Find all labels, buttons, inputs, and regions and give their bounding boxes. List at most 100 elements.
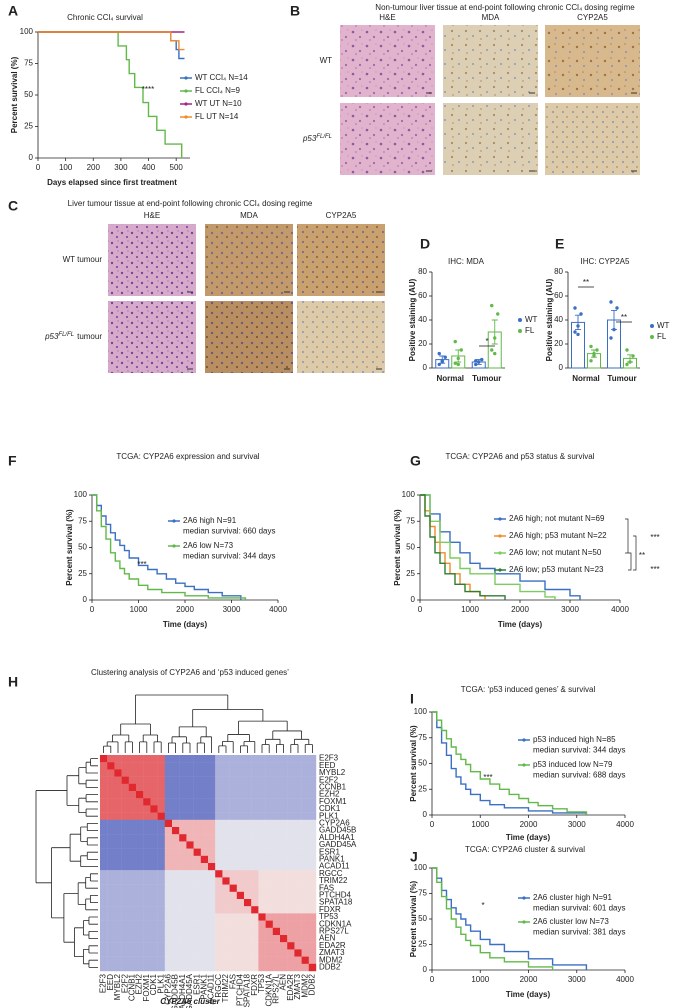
heatmap-cell (200, 805, 209, 813)
heatmap-cell (193, 920, 201, 928)
legend-marker (184, 115, 188, 119)
x-tick-label: 0 (430, 975, 435, 984)
heatmap-cell (272, 827, 281, 835)
heatmap-cell (193, 762, 201, 770)
heatmap-cell (236, 834, 245, 842)
heatmap-cell (164, 855, 173, 864)
heatmap-cell (208, 963, 216, 972)
legend-marker (498, 534, 502, 538)
heatmap-cell (186, 913, 194, 921)
heatmap-cell (157, 891, 165, 900)
heatmap-cell (222, 906, 230, 914)
survival-curve (432, 867, 588, 970)
heatmap-cell (107, 870, 115, 878)
heatmap-cell (136, 798, 144, 806)
heatmap-cell (229, 870, 237, 878)
heatmap-cell (143, 827, 151, 835)
heatmap-cell (265, 841, 273, 849)
column-header: MDA (482, 13, 500, 22)
heatmap-cell (128, 762, 137, 770)
heatmap-cell (100, 899, 108, 907)
x-tick-label: Normal (436, 374, 464, 383)
row-label-sup: FL/FL (316, 134, 332, 140)
tissue-image (443, 25, 538, 97)
heatmap-cell (100, 949, 108, 957)
heatmap-cell (150, 899, 158, 907)
heatmap-cell (186, 791, 194, 799)
chart-title: TCGA: CYP2A6 expression and survival (116, 452, 259, 461)
heatmap-cell (251, 863, 259, 871)
heatmap-cell (150, 776, 158, 784)
heatmap-cell (150, 870, 158, 878)
heatmap-cell (222, 769, 230, 777)
heatmap-cell (222, 949, 230, 957)
heatmap-cell (280, 884, 288, 892)
heatmap-cell (244, 913, 252, 921)
row-label: TP53 (319, 912, 339, 921)
heatmap-cell (114, 834, 122, 842)
heatmap-cell (272, 870, 281, 878)
heatmap-cell (114, 769, 122, 777)
heatmap-cell (236, 956, 245, 964)
heatmap-cell (251, 819, 259, 828)
heatmap-cell (143, 899, 151, 907)
heatmap-cell (107, 834, 115, 842)
heatmap-cell (143, 762, 151, 770)
y-tick-label: 100 (20, 27, 34, 36)
heatmap-cell (265, 884, 273, 892)
heatmap-cell (172, 949, 180, 957)
data-point (474, 359, 478, 363)
heatmap-cell (280, 798, 288, 806)
heatmap-cell (143, 812, 151, 820)
heatmap-cell (157, 956, 165, 964)
row-label: ZMAT3 (319, 948, 345, 957)
heatmap-cell (179, 956, 187, 964)
heatmap-cell (157, 755, 165, 763)
heatmap-cell (251, 870, 259, 878)
heatmap-cell (186, 776, 194, 784)
heatmap-cell (301, 776, 309, 784)
column-label: AEN (279, 974, 288, 991)
y-tick-label: 0 (423, 810, 428, 819)
row-label: WT (320, 56, 333, 65)
heatmap-cell (121, 841, 129, 849)
y-tick-label: 0 (411, 595, 416, 604)
row-label: ESR1 (319, 847, 340, 856)
heatmap-cell (157, 913, 165, 921)
heatmap-cell (287, 791, 295, 799)
heatmap-cell (157, 935, 165, 943)
heatmap-cell (208, 920, 216, 928)
heatmap-cell (107, 913, 115, 921)
legend-marker (518, 329, 522, 333)
y-tick-label: 50 (418, 759, 427, 768)
heatmap-cell (272, 776, 281, 784)
heatmap-cell (236, 963, 245, 972)
heatmap-cell (229, 834, 237, 842)
heatmap-cell (164, 798, 173, 806)
heatmap-cell (258, 906, 266, 914)
heatmap-cell (179, 848, 187, 856)
heatmap-cell (229, 949, 237, 957)
heatmap-cell (186, 855, 194, 864)
heatmap-cell (193, 963, 201, 972)
heatmap-cell (215, 783, 223, 792)
column-label: CDK1 (149, 973, 158, 995)
panel-letter: B (290, 3, 300, 19)
heatmap-cell (136, 906, 144, 914)
heatmap-cell (280, 769, 288, 777)
y-tick-label: 0 (559, 363, 564, 372)
row-label: ALDH4A1 (319, 833, 355, 842)
legend-label: WT UT N=10 (195, 99, 242, 108)
heatmap-cell (215, 877, 223, 885)
y-tick-label: 50 (406, 543, 415, 552)
heatmap-cell (208, 805, 216, 813)
panel-letter: F (8, 453, 17, 469)
significance-label: **** (142, 85, 154, 94)
column-label: FOXM1 (142, 973, 151, 1001)
heatmap-cell (136, 819, 144, 828)
legend-marker (498, 551, 502, 555)
heatmap-cell (280, 848, 288, 856)
heatmap-cell (114, 927, 122, 936)
heatmap-cell (265, 827, 273, 835)
heatmap-cell (265, 769, 273, 777)
